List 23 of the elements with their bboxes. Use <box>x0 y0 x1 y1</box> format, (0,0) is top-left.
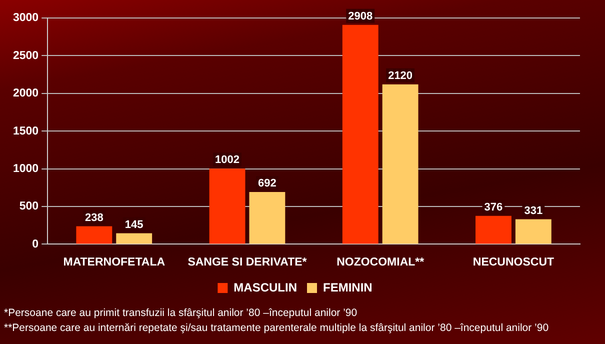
y-tick-label: 500 <box>19 200 39 213</box>
y-tick-label: 2000 <box>12 88 39 100</box>
data-label: 376 <box>484 201 503 214</box>
y-tick-label: 1500 <box>12 125 39 138</box>
x-tick-label: NECUNOSCUT <box>472 256 554 268</box>
y-tick-label: 2500 <box>12 50 39 62</box>
y-tick-label: 3000 <box>12 12 39 24</box>
data-label: 692 <box>258 178 276 190</box>
data-label: 331 <box>524 204 543 217</box>
y-tick-label: 1000 <box>12 162 39 175</box>
x-tick-label: MATERNOFETALA <box>63 256 166 268</box>
data-label: 145 <box>124 218 144 231</box>
data-label: 238 <box>84 212 104 224</box>
y-tick-label: 0 <box>32 238 39 250</box>
text: **Persoane care au internări repetate şi/sau tratamente parenterale multiple la sfârşitul anilor ’80 –începutul anilor ’90 <box>4 321 549 336</box>
legend-label: FEMININ <box>323 280 372 294</box>
x-tick-label: NOZOCOMIAL** <box>336 256 425 268</box>
data-label: 2120 <box>388 70 413 82</box>
x-tick-label: SANGE SI DERIVATE* <box>188 256 308 268</box>
data-label: 2908 <box>348 10 373 22</box>
text: *Persoane care au primit transfuzii la sfârşitul anilor ’80 –începutul anilor ’90 <box>4 306 358 321</box>
legend-label: MASCULIN <box>234 280 297 294</box>
data-label: 1002 <box>215 154 240 166</box>
